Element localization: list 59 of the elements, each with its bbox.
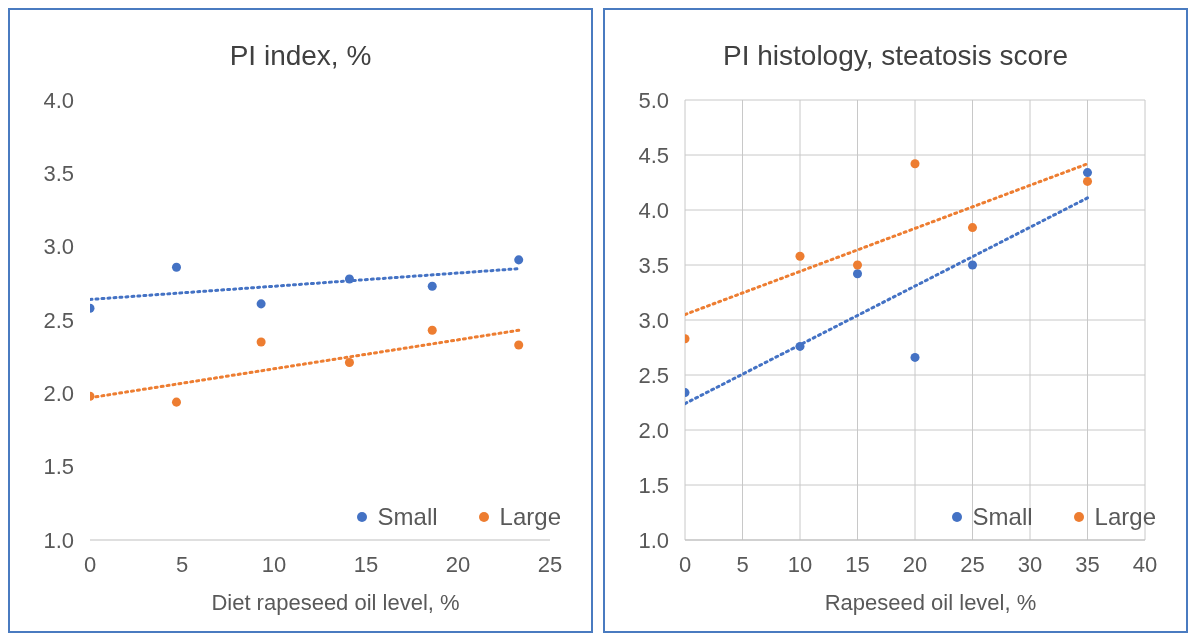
y-tick-label: 4.5 — [638, 142, 669, 168]
point — [1082, 168, 1093, 178]
point — [427, 281, 437, 291]
y-tick-label: 3.5 — [638, 252, 669, 278]
y-tick-label: 1.5 — [43, 454, 74, 480]
point — [427, 325, 437, 335]
y-tick-label: 5.0 — [638, 87, 669, 113]
chart-title: PI histology, steatosis score — [723, 40, 1068, 71]
point — [171, 262, 181, 272]
chart-title: PI index, % — [229, 40, 372, 71]
legend-label: Small — [377, 503, 438, 531]
x-tick-label: 40 — [1132, 551, 1158, 577]
x-tick-label: 10 — [787, 551, 813, 577]
y-tick-label: 2.0 — [43, 381, 74, 407]
x-axis-title: Diet rapeseed oil level, % — [210, 590, 461, 616]
legend-label: Large — [499, 503, 561, 531]
point — [256, 337, 266, 347]
x-tick-label: 30 — [1017, 551, 1043, 577]
y-tick-label: 3.0 — [638, 307, 669, 333]
y-tick-label: 1.0 — [638, 527, 669, 553]
x-tick-label: 25 — [537, 551, 563, 577]
y-tick-label: 2.5 — [43, 307, 74, 333]
point — [171, 397, 181, 407]
y-tick-label: 2.5 — [638, 362, 669, 388]
point — [967, 260, 978, 270]
x-tick-label: 5 — [736, 551, 749, 577]
point — [852, 269, 863, 279]
x-tick-label: 0 — [678, 551, 692, 577]
y-tick-label: 4.0 — [638, 197, 669, 223]
point — [514, 255, 524, 265]
point — [852, 260, 863, 270]
point — [967, 223, 978, 233]
x-tick-label: 20 — [902, 551, 928, 577]
y-tick-label: 1.0 — [43, 527, 74, 553]
point — [795, 341, 805, 351]
x-tick-label: 5 — [175, 551, 189, 577]
point — [344, 358, 354, 368]
point — [344, 274, 354, 284]
point — [910, 352, 920, 362]
x-tick-label: 15 — [353, 551, 379, 577]
y-tick-label: 2.0 — [638, 417, 669, 443]
x-tick-label: 0 — [83, 551, 97, 577]
x-tick-label: 10 — [261, 551, 287, 577]
y-tick-label: 3.5 — [43, 161, 74, 187]
point — [1082, 176, 1093, 186]
x-tick-label: 25 — [960, 551, 985, 577]
y-tick-label: 3.0 — [43, 234, 74, 260]
point — [256, 299, 266, 309]
y-tick-label: 4.0 — [43, 87, 74, 113]
point — [910, 159, 920, 169]
x-axis-title: Rapeseed oil level, % — [823, 590, 1038, 616]
x-tick-label: 35 — [1075, 551, 1100, 577]
legend-label: Large — [1094, 503, 1156, 531]
legend-label: Small — [972, 503, 1033, 531]
x-tick-label: 20 — [445, 551, 471, 577]
point — [795, 251, 805, 261]
y-tick-label: 1.5 — [638, 472, 669, 498]
x-tick-label: 15 — [845, 551, 870, 577]
point — [514, 340, 524, 350]
